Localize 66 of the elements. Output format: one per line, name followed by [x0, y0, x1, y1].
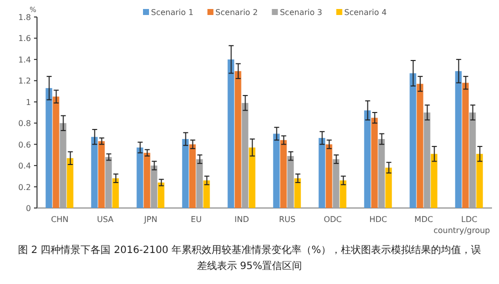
bar — [52, 96, 60, 208]
y-tick-label: 1.2 — [18, 76, 31, 86]
legend-label: Scenario 4 — [344, 8, 387, 17]
bar — [469, 112, 476, 208]
bar — [189, 144, 196, 208]
y-tick-label: 0.8 — [18, 119, 31, 128]
bar — [91, 136, 98, 208]
bar — [318, 138, 326, 208]
legend-label: Scenario 2 — [215, 8, 258, 17]
bar — [203, 180, 210, 208]
bar — [105, 157, 112, 208]
bar — [150, 166, 158, 208]
bar — [136, 148, 144, 208]
bar — [273, 134, 280, 208]
x-tick-label: RUS — [279, 215, 296, 224]
bar — [410, 73, 416, 208]
bar — [234, 71, 242, 208]
x-axis-title: country/group — [433, 226, 490, 235]
bar — [385, 168, 392, 208]
bar — [182, 139, 189, 208]
bar — [364, 110, 371, 208]
bar — [196, 159, 203, 208]
bar — [46, 88, 52, 208]
bar — [112, 178, 119, 208]
bar — [378, 139, 385, 208]
x-tick-label: ODC — [324, 215, 342, 224]
y-tick-label: 0.2 — [18, 182, 31, 192]
bar — [287, 156, 294, 208]
x-tick-label: LDC — [461, 215, 478, 224]
bar — [294, 178, 301, 208]
bar — [455, 71, 462, 208]
legend-label: Scenario 1 — [151, 8, 194, 17]
x-tick-label: CHN — [50, 215, 69, 224]
bar — [371, 118, 378, 208]
bar — [98, 141, 105, 208]
bar — [326, 144, 332, 208]
x-tick-label: EU — [190, 215, 202, 224]
bar — [248, 148, 256, 208]
y-tick-label: 1.6 — [18, 34, 31, 44]
bar — [242, 102, 248, 208]
bar — [280, 140, 287, 208]
bar — [158, 182, 164, 208]
bar — [416, 84, 424, 208]
bar — [60, 123, 66, 208]
x-tick-label: MDC — [414, 215, 434, 224]
bar — [66, 158, 74, 208]
caption: 图 2 四种情景下各国 2016-2100 年累积效用较基准情景变化率（%），柱状图表示模拟结果的均值，误差线表示 95%置信区间 — [16, 244, 482, 274]
bar — [144, 152, 150, 208]
bar — [430, 154, 438, 208]
bar — [228, 59, 234, 208]
bar — [332, 159, 340, 208]
x-tick-label: IND — [234, 215, 250, 224]
x-tick-label: HDC — [369, 215, 388, 224]
legend-label: Scenario 3 — [280, 8, 322, 17]
bar — [424, 112, 430, 208]
x-tick-label: USA — [96, 215, 114, 224]
y-tick-label: 0.4 — [18, 162, 31, 171]
bar — [462, 82, 469, 208]
y-tick-label: 0 — [26, 204, 31, 213]
y-tick-label: 1 — [26, 98, 31, 107]
x-tick-label: JPN — [143, 215, 158, 224]
y-tick-label: 1.4 — [18, 55, 31, 64]
y-tick-label: 0.6 — [18, 140, 31, 150]
bar — [340, 180, 346, 208]
bar — [476, 154, 483, 208]
y-tick-label: 1.8 — [18, 13, 31, 22]
